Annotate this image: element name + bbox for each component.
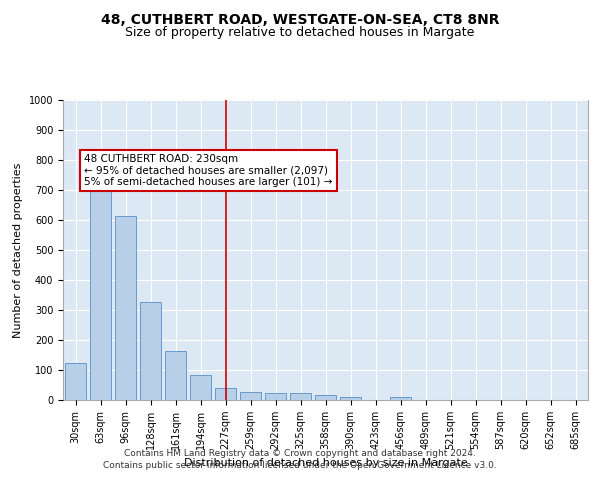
Bar — [315, 395, 336, 400]
Bar — [140, 302, 161, 400]
Bar — [90, 162, 111, 400]
Bar — [265, 392, 286, 400]
Bar — [165, 352, 186, 400]
Text: Size of property relative to detached houses in Margate: Size of property relative to detached ho… — [125, 26, 475, 39]
Bar — [215, 388, 236, 400]
Bar — [340, 398, 361, 400]
X-axis label: Distribution of detached houses by size in Margate: Distribution of detached houses by size … — [184, 458, 467, 468]
Bar — [115, 216, 136, 400]
Text: 48, CUTHBERT ROAD, WESTGATE-ON-SEA, CT8 8NR: 48, CUTHBERT ROAD, WESTGATE-ON-SEA, CT8 … — [101, 12, 499, 26]
Bar — [65, 362, 86, 400]
Text: Contains HM Land Registry data © Crown copyright and database right 2024.: Contains HM Land Registry data © Crown c… — [124, 448, 476, 458]
Y-axis label: Number of detached properties: Number of detached properties — [13, 162, 23, 338]
Bar — [390, 398, 411, 400]
Text: Contains public sector information licensed under the Open Government Licence v3: Contains public sector information licen… — [103, 461, 497, 470]
Bar — [190, 376, 211, 400]
Bar — [290, 394, 311, 400]
Bar — [240, 392, 261, 400]
Text: 48 CUTHBERT ROAD: 230sqm
← 95% of detached houses are smaller (2,097)
5% of semi: 48 CUTHBERT ROAD: 230sqm ← 95% of detach… — [84, 154, 332, 187]
